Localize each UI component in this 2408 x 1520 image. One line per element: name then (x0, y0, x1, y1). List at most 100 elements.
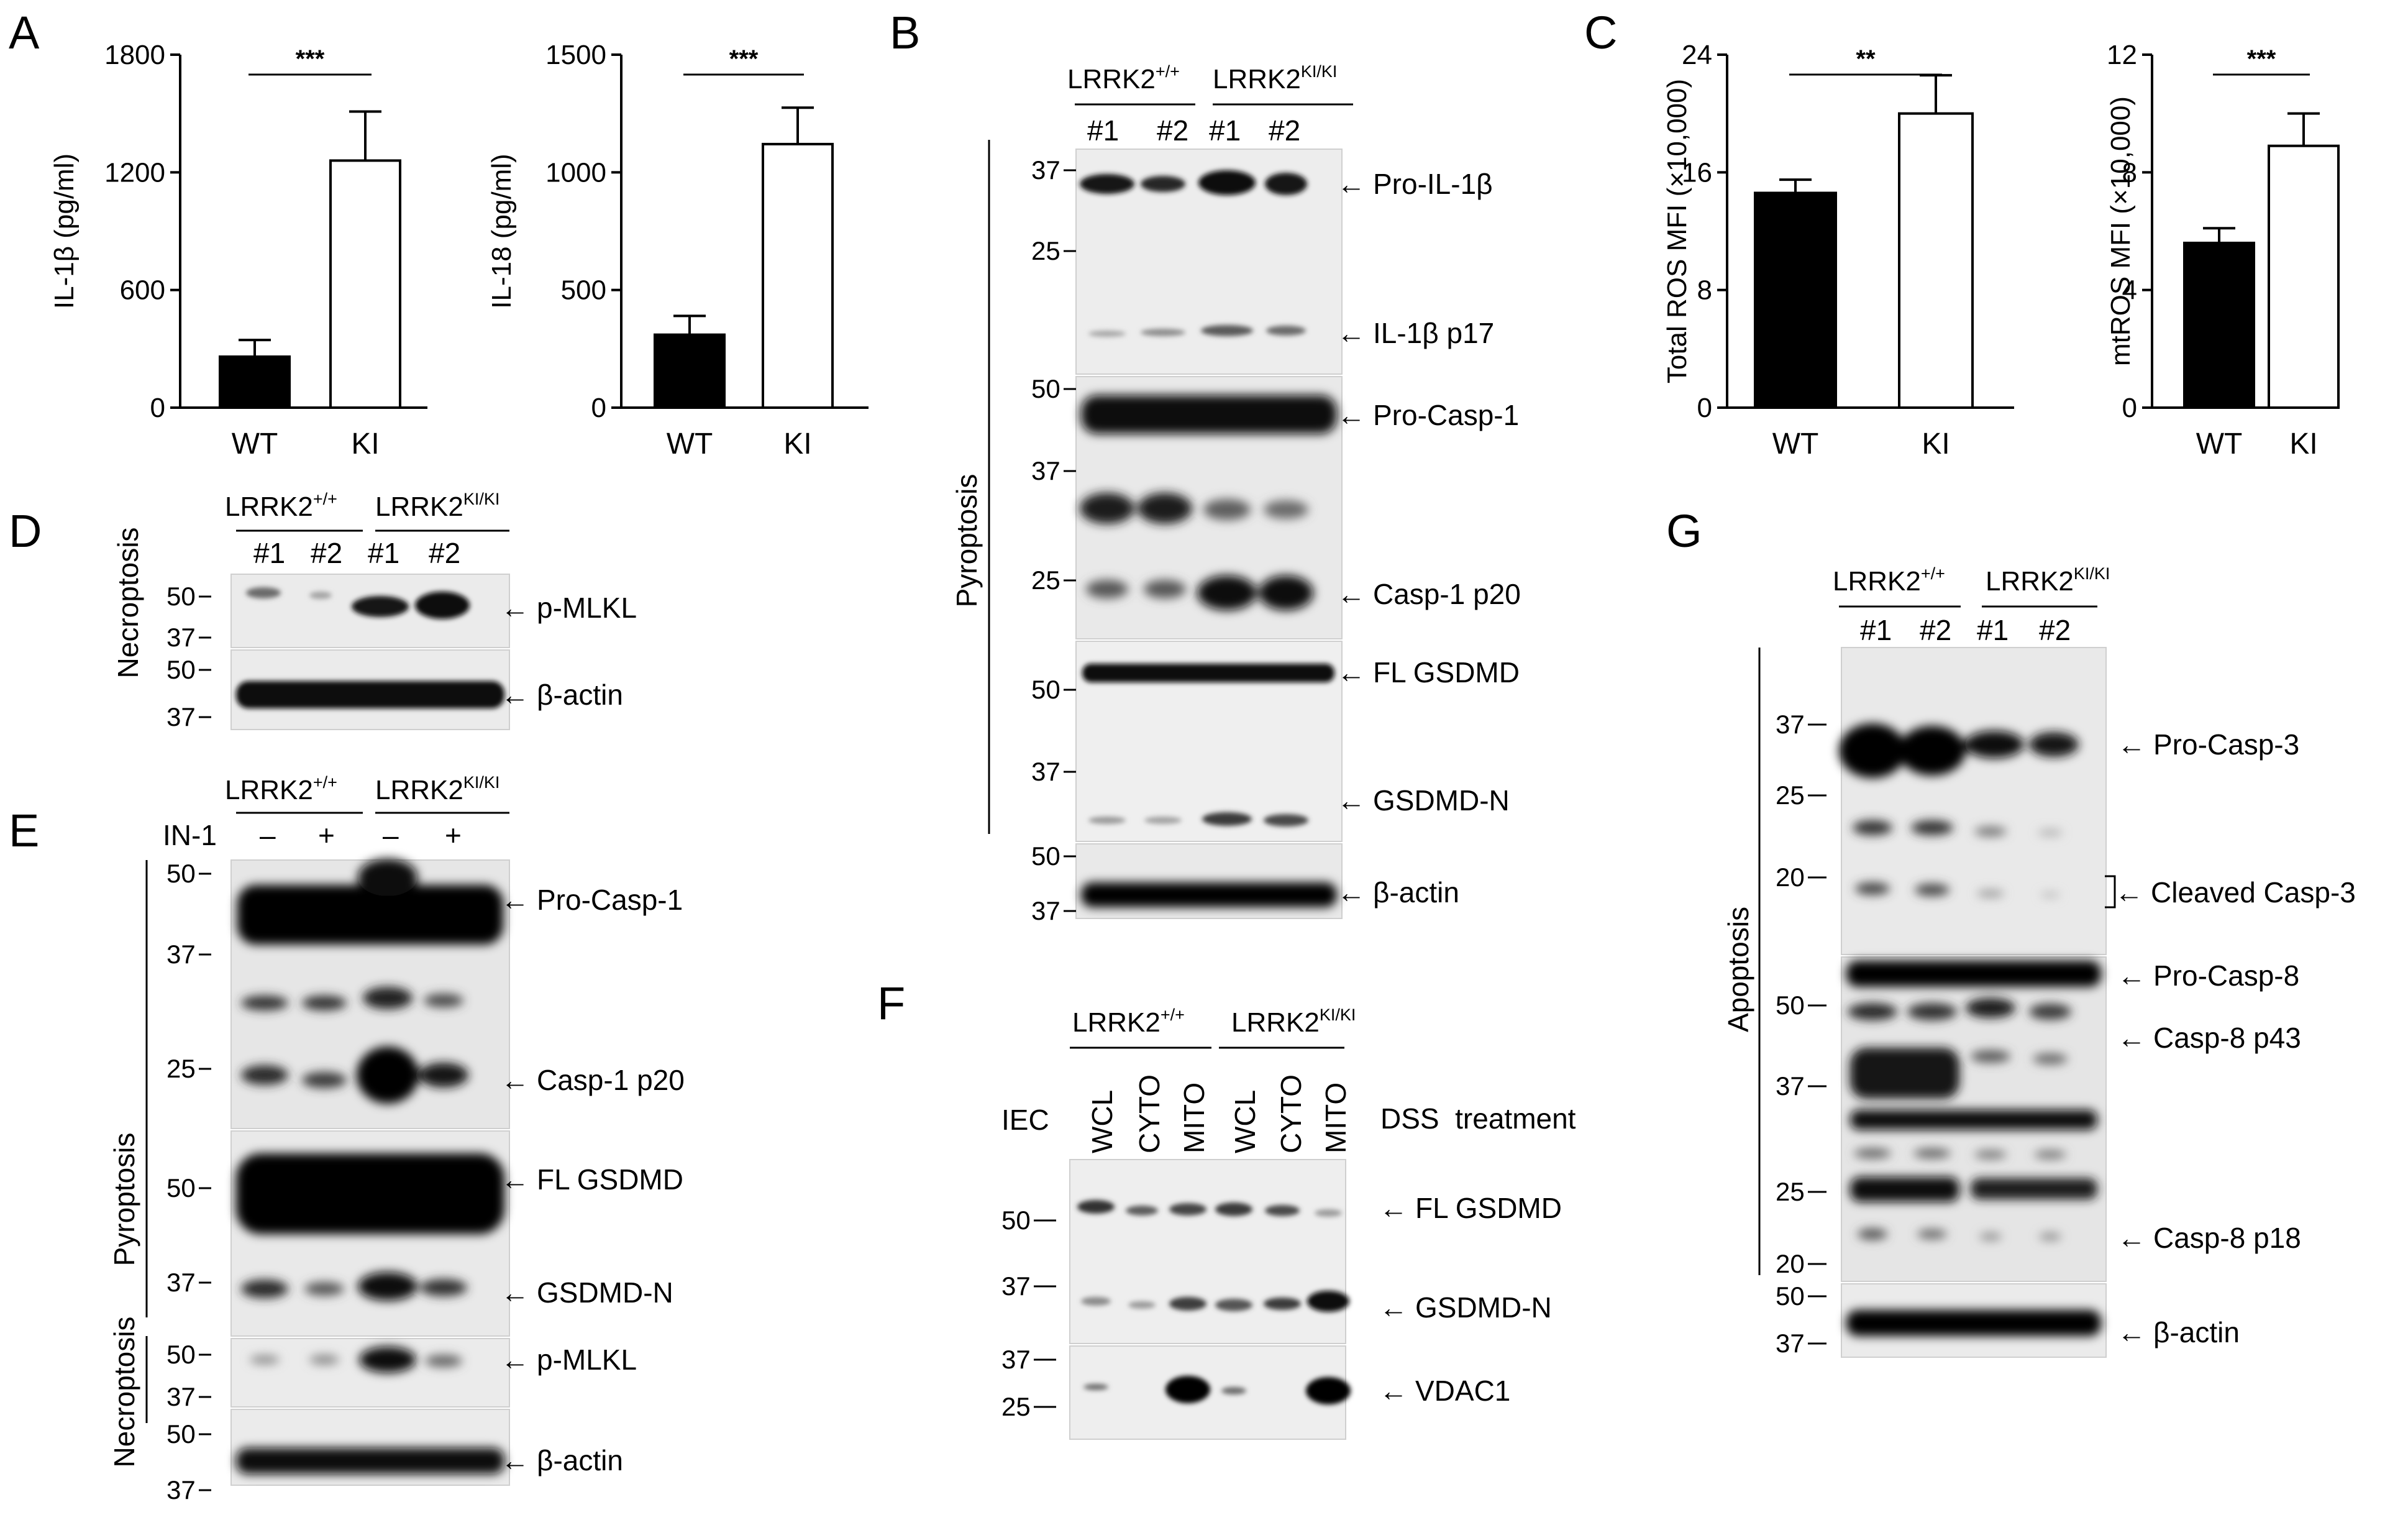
lane-label: #1 (1087, 114, 1119, 147)
blot-band (415, 592, 470, 619)
blot-band (1964, 731, 2024, 758)
panel-label-a: A (9, 7, 40, 58)
mw-marker: 50 (166, 859, 196, 888)
blot-band (1264, 500, 1308, 519)
blot-band (1081, 882, 1337, 907)
lane-label: #1 (368, 537, 399, 569)
mw-marker: 25 (1776, 781, 1805, 810)
blot-band (1307, 1291, 1349, 1312)
blot-band (1846, 1310, 2101, 1336)
blot-band (1858, 1229, 1887, 1240)
mw-marker: 25 (1031, 565, 1060, 595)
blot-band (2034, 1150, 2066, 1159)
mw-marker: 37 (166, 1382, 196, 1411)
genotype-wt: LRRK2+/+ (1067, 62, 1180, 94)
blot-band (246, 587, 281, 598)
x-category-label: WT (2196, 428, 2243, 460)
mw-marker: 25 (1776, 1177, 1805, 1206)
mw-marker: 37 (1776, 1329, 1805, 1358)
mw-marker: 20 (1776, 863, 1805, 892)
chart-il1b: 0 600 1200 1800 IL-1β (pg/ml) WT KI *** (49, 40, 427, 460)
mw-marker: 50 (166, 1340, 196, 1369)
blot-band (1215, 1299, 1252, 1311)
y-tick-label: 0 (2122, 393, 2137, 423)
mw-marker: 37 (1776, 710, 1805, 739)
blot-band (1913, 1148, 1951, 1158)
y-axis-label: Total ROS MFI (×10,000) (1662, 79, 1692, 383)
mw-marker: 37 (1031, 155, 1060, 185)
blot-band (1850, 1177, 1959, 1202)
blot-band (2033, 1053, 2068, 1064)
mw-marker: 37 (1031, 456, 1060, 485)
blot-band (1259, 575, 1313, 610)
band-labels-b: ← Pro-IL-1β ← IL-1β p17 ← Pro-Casp-1 ← Casp-… (1337, 168, 1521, 909)
genotype-ki: LRRK2KI/KI (1213, 62, 1337, 94)
blot-band (2040, 892, 2060, 897)
y-axis-label: mtROS MFI (×10,000) (2105, 96, 2136, 366)
band-label: ← Casp-8 p18 (2117, 1222, 2301, 1254)
blot-band (1854, 1148, 1891, 1158)
lane-label: MITO (1320, 1083, 1352, 1153)
lane-label: #1 (1977, 614, 2009, 646)
x-category-label: KI (2289, 428, 2317, 460)
blot-band (1144, 580, 1186, 598)
blot-band (1265, 1205, 1300, 1216)
band-label: ← β-actin (2117, 1316, 2240, 1348)
y-tick-label: 1500 (545, 40, 606, 70)
mw-markers-g: 37 25 20 50 37 25 20 50 37 (1776, 710, 1827, 1358)
blot-band (2029, 732, 2079, 757)
y-tick-label: 12 (2107, 40, 2137, 70)
blot-band (241, 996, 288, 1010)
genotype-wt: LRRK2+/+ (225, 773, 337, 805)
lane-label: #2 (429, 537, 460, 569)
blot-band (1080, 174, 1134, 194)
blot-band (1917, 1229, 1947, 1239)
bar (762, 142, 834, 409)
mw-marker: 50 (1001, 1206, 1031, 1235)
band-label: ← IL-1β p17 (1337, 317, 1494, 349)
blot-band (1080, 493, 1134, 524)
blot-band (1899, 726, 1966, 776)
band-label: ← p-MLKL (501, 1344, 637, 1376)
lane-label: – (383, 819, 399, 851)
band-label: ← Casp-1 p20 (1337, 578, 1521, 610)
blot-band (1202, 812, 1252, 826)
row-label: IEC (1001, 1104, 1049, 1136)
lane-label: + (445, 819, 462, 851)
blot-strip (1841, 647, 2107, 955)
blot-band (1979, 1233, 2002, 1240)
blot-band (1088, 331, 1126, 337)
lane-label: CYTO (1133, 1074, 1165, 1153)
y-tick-label: 0 (1697, 393, 1712, 423)
lane-label: #2 (1920, 614, 1951, 646)
y-tick-label: 8 (1697, 275, 1712, 306)
blot-band (1266, 326, 1306, 336)
blot-band (1141, 329, 1185, 336)
mw-marker: 37 (166, 623, 196, 652)
lane-label: #2 (1269, 114, 1300, 147)
chart-il18: 0 500 1000 1500 IL-18 (pg/ml) WT KI *** (486, 40, 869, 460)
blot-band (1911, 820, 1953, 835)
genotype-wt: LRRK2+/+ (225, 490, 337, 522)
mw-marker: 25 (1001, 1392, 1031, 1421)
chart-mtros: 0 4 8 12 mtROS MFI (×10,000) WT KI *** (2105, 40, 2340, 460)
significance-label: *** (729, 45, 759, 73)
y-tick-label: 0 (591, 393, 606, 423)
band-label: ← Casp-1 p20 (501, 1064, 685, 1096)
significance-label: *** (2247, 45, 2276, 73)
blot-band (1077, 1200, 1115, 1214)
band-label: ← GSDMD-N (1379, 1291, 1552, 1324)
blot-strip (230, 1338, 510, 1408)
mw-marker: 37 (166, 940, 196, 969)
blot-panel-d: LRRK2+/+ LRRK2KI/KI #1 #2 #1 #2 Necropto… (112, 490, 637, 731)
y-tick-label: 16 (1682, 157, 1712, 188)
y-tick-label: 24 (1682, 40, 1712, 70)
significance-label: *** (296, 45, 325, 73)
blot-band (309, 592, 332, 599)
blot-band (1971, 1178, 2097, 1199)
blot-band (357, 1046, 419, 1104)
lane-label: #1 (1209, 114, 1241, 147)
significance-label: ** (1856, 45, 1876, 73)
blot-band (419, 1063, 468, 1087)
lane-label: – (260, 819, 276, 851)
